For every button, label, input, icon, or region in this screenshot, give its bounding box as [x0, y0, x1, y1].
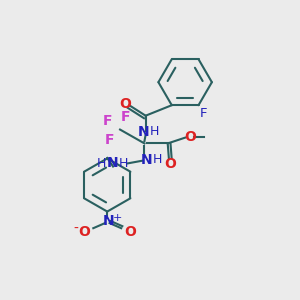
Text: N: N [107, 156, 119, 170]
Text: F: F [200, 107, 207, 120]
Text: F: F [105, 133, 114, 147]
Text: F: F [121, 110, 130, 124]
Text: -: - [74, 222, 78, 236]
Text: N: N [140, 153, 152, 166]
Text: O: O [164, 157, 176, 170]
Text: H: H [97, 157, 106, 169]
Text: N: N [137, 125, 149, 139]
Text: O: O [184, 130, 196, 144]
Text: F: F [103, 115, 112, 128]
Text: +: + [112, 213, 122, 223]
Text: O: O [119, 97, 130, 111]
Text: H: H [153, 153, 162, 166]
Text: O: O [124, 225, 136, 239]
Text: H: H [150, 125, 159, 138]
Text: H: H [119, 157, 128, 169]
Text: O: O [78, 225, 90, 239]
Text: N: N [103, 214, 114, 228]
